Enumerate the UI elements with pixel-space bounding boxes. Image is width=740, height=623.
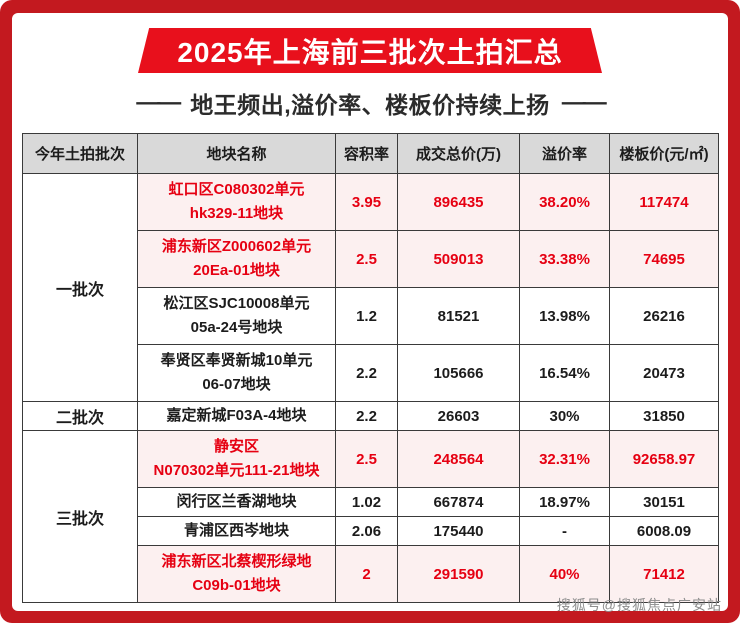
col-header-far: 容积率	[335, 133, 398, 174]
floor-price-cell: 26216	[609, 287, 719, 345]
subtitle: —— 地王频出,溢价率、楼板价持续上扬 ——	[12, 86, 728, 120]
plot-line-2: 20Ea-01地块	[193, 262, 280, 279]
subtitle-dash-right: ——	[561, 89, 607, 116]
table-row: 三批次 静安区 N070302单元111-21地块 2.5 248564 32.…	[22, 430, 719, 603]
plot-name-cell: 奉贤区奉贤新城10单元 06-07地块	[137, 344, 336, 402]
total-price-cell: 896435	[397, 173, 520, 231]
plot-line-1: 奉贤区奉贤新城10单元	[160, 352, 313, 369]
col-header-batch: 今年土拍批次	[22, 133, 138, 174]
col-header-plot: 地块名称	[137, 133, 336, 174]
plot-name-cell: 静安区 N070302单元111-21地块	[137, 430, 336, 488]
floor-price-cell: 31850	[609, 401, 719, 431]
watermark: 搜狐号@搜狐焦点广安站	[556, 597, 722, 613]
plot-line-2: 05a-24号地块	[190, 319, 283, 336]
table-row: 浦东新区北蔡楔形绿地 C09b-01地块 2 291590 40% 71412	[23, 545, 719, 603]
far-cell: 2.5	[335, 230, 398, 288]
batch-cell: 二批次	[22, 401, 138, 431]
col-header-premium: 溢价率	[519, 133, 610, 174]
plot-line-1: 浦东新区Z000602单元	[161, 238, 312, 255]
floor-price-cell: 20473	[609, 344, 719, 402]
table-row: 二批次 嘉定新城F03A-4地块 2.2 26603 30% 31850	[22, 401, 719, 431]
content-panel: 2025年上海前三批次土拍汇总 —— 地王频出,溢价率、楼板价持续上扬 —— 今…	[12, 13, 728, 611]
premium-rate-cell: 18.97%	[519, 487, 610, 517]
far-cell: 2.5	[335, 430, 398, 488]
floor-price-cell: 6008.09	[609, 516, 719, 546]
plot-line-2: hk329-11地块	[189, 205, 284, 222]
batch-cell: 一批次	[22, 173, 138, 402]
table-row: 闵行区兰香湖地块 1.02 667874 18.97% 30151	[23, 487, 719, 517]
table-row: 一批次 虹口区C080302单元 hk329-11地块 3.95 896435 …	[22, 173, 719, 402]
far-cell: 1.2	[335, 287, 398, 345]
floor-price-cell: 74695	[609, 230, 719, 288]
page-title: 2025年上海前三批次土拍汇总	[177, 36, 563, 68]
subtitle-dash-left: ——	[136, 89, 181, 116]
premium-rate-cell: -	[519, 516, 610, 546]
far-cell: 2.2	[335, 401, 398, 431]
plot-name-cell: 虹口区C080302单元 hk329-11地块	[137, 173, 336, 231]
plot-line-1: 嘉定新城F03A-4地块	[166, 407, 307, 424]
floor-price-cell: 92658.97	[609, 430, 719, 488]
plot-name-cell: 浦东新区Z000602单元 20Ea-01地块	[137, 230, 336, 288]
plot-line-1: 松江区SJC10008单元	[163, 295, 310, 312]
far-cell: 2	[335, 545, 398, 603]
premium-rate-cell: 32.31%	[519, 430, 610, 488]
total-price-cell: 291590	[397, 545, 520, 603]
far-cell: 3.95	[335, 173, 398, 231]
total-price-cell: 509013	[397, 230, 520, 288]
total-price-cell: 248564	[397, 430, 520, 488]
floor-price-cell: 117474	[609, 173, 719, 231]
plot-line-1: 浦东新区北蔡楔形绿地	[161, 553, 312, 570]
premium-rate-cell: 30%	[519, 401, 610, 431]
total-price-cell: 26603	[397, 401, 520, 431]
far-cell: 1.02	[335, 487, 398, 517]
premium-rate-cell: 33.38%	[519, 230, 610, 288]
premium-rate-cell: 13.98%	[519, 287, 610, 345]
land-auction-table: 今年土拍批次 地块名称 容积率 成交总价(万) 溢价率 楼板价(元/㎡) 一批次…	[22, 133, 719, 603]
plot-name-cell: 闵行区兰香湖地块	[137, 487, 336, 517]
plot-line-1: 青浦区西岑地块	[183, 522, 289, 539]
floor-price-cell: 71412	[609, 545, 719, 603]
title-ribbon: 2025年上海前三批次土拍汇总	[138, 28, 602, 73]
total-price-cell: 81521	[397, 287, 520, 345]
plot-name-cell: 青浦区西岑地块	[137, 516, 336, 546]
batch-cell: 三批次	[22, 430, 138, 603]
plot-line-2: C09b-01地块	[192, 577, 281, 594]
total-price-cell: 175440	[397, 516, 520, 546]
plot-name-cell: 嘉定新城F03A-4地块	[137, 401, 336, 431]
subtitle-text: 地王频出,溢价率、楼板价持续上扬	[190, 92, 550, 118]
plot-name-cell: 浦东新区北蔡楔形绿地 C09b-01地块	[137, 545, 336, 603]
total-price-cell: 105666	[397, 344, 520, 402]
col-header-floor-price: 楼板价(元/㎡)	[609, 133, 719, 174]
far-cell: 2.06	[335, 516, 398, 546]
premium-rate-cell: 16.54%	[519, 344, 610, 402]
far-cell: 2.2	[335, 344, 398, 402]
plot-line-1: 虹口区C080302单元	[168, 181, 305, 198]
table-header-row: 今年土拍批次 地块名称 容积率 成交总价(万) 溢价率 楼板价(元/㎡)	[22, 133, 719, 174]
total-price-cell: 667874	[397, 487, 520, 517]
floor-price-cell: 30151	[609, 487, 719, 517]
plot-line-2: N070302单元111-21地块	[153, 462, 320, 479]
plot-line-2: 06-07地块	[202, 376, 271, 393]
plot-line-1: 静安区	[213, 438, 259, 455]
col-header-total-price: 成交总价(万)	[397, 133, 520, 174]
table-row: 松江区SJC10008单元 05a-24号地块 1.2 81521 13.98%…	[23, 287, 719, 345]
table-row: 奉贤区奉贤新城10单元 06-07地块 2.2 105666 16.54% 20…	[23, 344, 719, 402]
premium-rate-cell: 38.20%	[519, 173, 610, 231]
plot-line-1: 闵行区兰香湖地块	[176, 493, 297, 510]
plot-name-cell: 松江区SJC10008单元 05a-24号地块	[137, 287, 336, 345]
table-row: 浦东新区Z000602单元 20Ea-01地块 2.5 509013 33.38…	[23, 230, 719, 288]
premium-rate-cell: 40%	[519, 545, 610, 603]
